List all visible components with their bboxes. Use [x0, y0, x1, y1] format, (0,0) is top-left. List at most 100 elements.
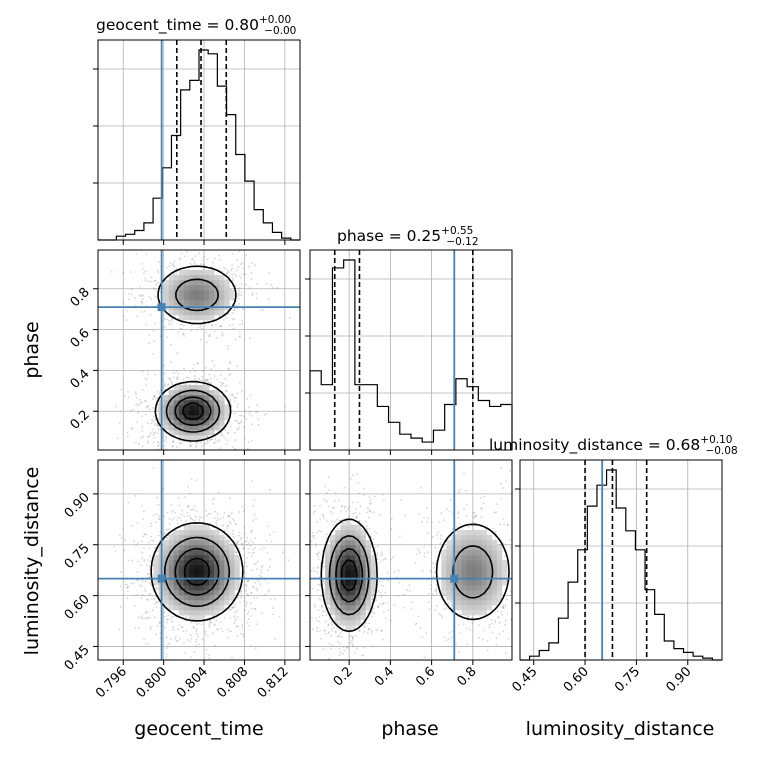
- sample-point: [243, 525, 245, 528]
- sample-point: [220, 432, 223, 435]
- sample-point: [197, 377, 200, 380]
- sample-point: [223, 530, 226, 532]
- sample-point: [227, 367, 230, 370]
- sample-point: [532, 591, 534, 593]
- sample-point: [501, 678, 503, 680]
- sample-point: [204, 379, 207, 382]
- sample-point: [143, 638, 145, 641]
- sample-point: [175, 267, 178, 270]
- density-cell: [183, 295, 190, 301]
- sample-point: [209, 377, 212, 380]
- sample-point: [234, 617, 237, 620]
- sample-point: [206, 379, 209, 381]
- sample-point: [497, 601, 500, 604]
- sample-point: [430, 584, 433, 587]
- sample-point: [141, 293, 144, 296]
- sample-point: [169, 618, 172, 621]
- histogram-panel-geocent-time: [93, 39, 301, 245]
- sample-point: [205, 378, 208, 381]
- sample-point: [142, 518, 145, 520]
- sample-point: [195, 638, 198, 641]
- sample-point: [231, 446, 234, 448]
- sample-point: [145, 617, 148, 620]
- sample-point: [234, 439, 237, 442]
- sample-point: [380, 584, 383, 587]
- density-cell: [168, 575, 175, 581]
- sample-point: [375, 532, 378, 535]
- sample-point: [152, 514, 155, 517]
- sample-point: [247, 265, 250, 268]
- sample-point: [255, 297, 258, 300]
- sample-point: [375, 599, 378, 602]
- density-cell: [188, 600, 195, 606]
- density-cell: [204, 600, 210, 606]
- sample-point: [233, 318, 235, 321]
- density-cell: [229, 550, 235, 556]
- sample-point: [247, 610, 250, 613]
- density-cell: [209, 300, 215, 306]
- sample-point: [319, 599, 322, 601]
- sample-point: [152, 287, 155, 290]
- density-cell: [163, 565, 169, 571]
- sample-point: [276, 287, 279, 289]
- sample-point: [236, 259, 239, 261]
- density-cell: [214, 290, 220, 296]
- density-cell: [173, 535, 180, 541]
- contour-line: [174, 396, 212, 426]
- sample-point: [211, 324, 213, 326]
- sample-point: [233, 606, 236, 609]
- sample-point: [177, 331, 179, 334]
- sample-point: [465, 489, 467, 492]
- sample-point: [240, 632, 242, 635]
- sample-point: [514, 536, 516, 538]
- sample-point: [206, 435, 208, 438]
- sample-point: [191, 452, 193, 454]
- density-cell: [183, 420, 190, 426]
- density-cell: [183, 430, 190, 436]
- sample-point: [241, 544, 244, 547]
- sample-point: [221, 270, 224, 272]
- density-cell: [219, 420, 225, 426]
- axes-frame: [309, 249, 513, 451]
- sample-point: [144, 533, 146, 536]
- sample-point: [199, 326, 201, 328]
- sample-point: [241, 319, 243, 322]
- sample-point: [272, 607, 274, 609]
- density-cell: [153, 580, 159, 586]
- sample-point: [235, 523, 238, 526]
- sample-point: [526, 528, 528, 530]
- sample-point: [154, 288, 156, 291]
- sample-point: [172, 262, 175, 265]
- sample-point: [202, 369, 204, 372]
- density-cell: [209, 580, 215, 586]
- density-cell: [178, 550, 185, 556]
- density-cell: [219, 400, 225, 406]
- density-cell: [224, 545, 230, 551]
- density-cell: [178, 425, 185, 431]
- density-cell: [209, 420, 215, 426]
- sample-point: [387, 609, 390, 612]
- density-cell: [178, 400, 185, 406]
- sample-point: [252, 519, 254, 522]
- sample-point: [504, 623, 506, 626]
- sample-point: [248, 287, 251, 289]
- density-cell: [193, 595, 200, 601]
- sample-point: [196, 633, 199, 636]
- sample-point: [332, 663, 334, 665]
- sample-point: [149, 592, 152, 595]
- sample-point: [426, 520, 429, 523]
- density-cell: [188, 275, 195, 281]
- density-cell: [193, 560, 200, 566]
- sample-point: [188, 445, 191, 448]
- sample-point: [239, 323, 241, 326]
- sample-point: [440, 616, 443, 618]
- density-cell: [183, 555, 190, 561]
- x-tick-label: 0.45: [509, 664, 540, 695]
- sample-point: [521, 543, 523, 545]
- sample-point: [503, 555, 506, 557]
- sample-point: [545, 572, 547, 574]
- sample-point: [253, 513, 256, 516]
- sample-point: [165, 437, 168, 440]
- sample-point: [154, 432, 156, 435]
- density-cell: [173, 555, 180, 561]
